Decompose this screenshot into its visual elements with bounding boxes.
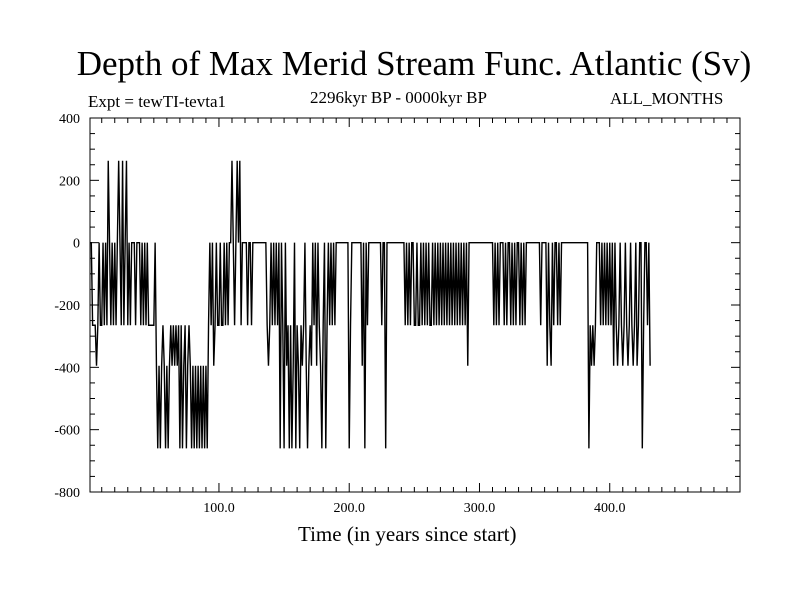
tick-labels: 400 200 0 -200 -400 -600 -800 100.0 200.0 300.0 40… <box>54 112 625 516</box>
chart-title: Depth of Max Merid Stream Func. Atlantic… <box>76 44 752 83</box>
y-tick-label: 200 <box>59 174 80 189</box>
time-range-label: 2296kyr BP - 0000kyr BP <box>310 88 487 107</box>
axes <box>89 117 741 493</box>
x-axis-label: Time (in years since start) <box>298 522 517 546</box>
experiment-label: Expt = tewTI-tevta1 <box>88 92 226 111</box>
x-tick-label: 200.0 <box>333 501 365 516</box>
y-tick-label: 400 <box>59 112 80 127</box>
series-line-depth_of_max_streamfunction <box>90 160 651 449</box>
y-tick-label: -600 <box>54 424 80 439</box>
x-tick-label: 400.0 <box>594 501 626 516</box>
y-tick-label: 0 <box>73 237 80 252</box>
y-tick-label: -400 <box>54 361 80 376</box>
months-label: ALL_MONTHS <box>610 89 724 108</box>
y-tick-label: -800 <box>54 486 80 501</box>
y-tick-label: -200 <box>54 299 80 314</box>
x-tick-label: 100.0 <box>203 501 235 516</box>
series-layer <box>90 160 651 449</box>
x-tick-label: 300.0 <box>464 501 496 516</box>
